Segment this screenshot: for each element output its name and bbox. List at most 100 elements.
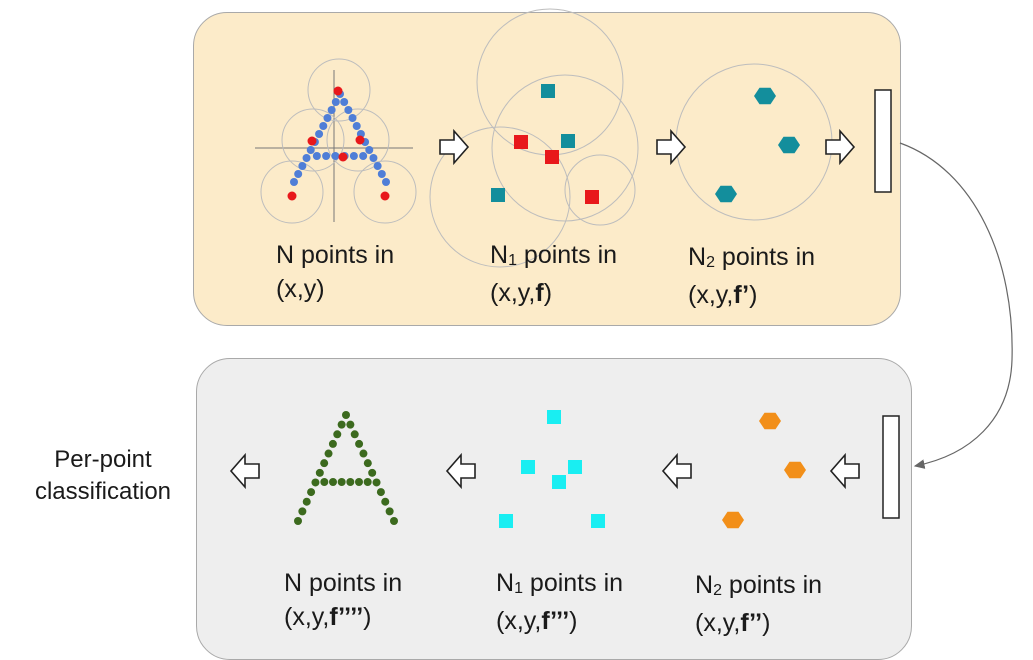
point-dot [365, 146, 374, 154]
point-hexagon [722, 511, 744, 529]
label-line: N2 points in [695, 571, 823, 599]
n1-squares [491, 84, 599, 204]
point-dot [298, 507, 307, 516]
decoder-panel [196, 358, 912, 660]
label-line: (x,y,f’’’’) [284, 603, 372, 631]
centroid-dot [287, 191, 297, 201]
decoder-n1-squares [499, 410, 605, 528]
input-points-label: N points in (x,y) [276, 238, 394, 306]
label-line: (x,y) [276, 275, 325, 303]
point-dot [372, 478, 381, 487]
point-dot [320, 478, 329, 486]
point-hexagon [778, 136, 800, 154]
point-square [561, 134, 575, 148]
n1-point-set [429, 8, 639, 268]
label-line: classification [34, 478, 172, 505]
point-dot [390, 517, 398, 525]
point-dot [349, 152, 358, 160]
point-dot [352, 122, 361, 130]
point-square [491, 188, 505, 202]
decoder-feature-bar [882, 415, 900, 519]
point-dot [306, 146, 315, 154]
encoder-panel [193, 12, 901, 326]
label-line: N points in [276, 241, 395, 269]
label-line: (x,y,f’’) [695, 609, 771, 637]
centroid-dot [338, 152, 348, 162]
forward-arrows [439, 128, 856, 166]
point-hexagon [784, 461, 806, 479]
point-dot [328, 439, 337, 448]
point-square [585, 190, 599, 204]
point-dot [319, 122, 328, 130]
point-square [547, 410, 561, 424]
centroid-dot [307, 136, 317, 146]
label-line: N1 points in [490, 241, 618, 269]
point-square [541, 84, 555, 98]
decoder-n2-hexagons [722, 412, 806, 529]
point-cloud-dots [290, 90, 390, 186]
centroid-dot [380, 191, 390, 201]
hollow-arrow [229, 452, 260, 490]
point-dot [346, 478, 355, 486]
point-dot [311, 478, 320, 487]
input-point-cloud [255, 58, 417, 224]
point-square [499, 514, 513, 528]
point-dot [363, 459, 372, 468]
point-hexagon [754, 87, 776, 105]
backward-arrows [229, 452, 860, 490]
global-feature-bar [874, 89, 892, 193]
point-dot [344, 106, 353, 114]
per-point-classification-label: Per-point classification [18, 444, 188, 508]
point-hexagon [715, 185, 737, 203]
point-dot [342, 411, 350, 419]
point-dot [294, 170, 303, 178]
hollow-arrow [445, 452, 476, 490]
point-dot [382, 178, 390, 186]
point-dot [320, 459, 329, 468]
point-dot [373, 162, 382, 170]
point-dot [363, 478, 372, 486]
point-square [514, 135, 528, 149]
point-dot [302, 154, 311, 162]
point-dot [302, 497, 311, 506]
hollow-arrow [825, 128, 856, 166]
point-dot [369, 154, 378, 162]
output-point-cloud [294, 411, 398, 525]
output-points-label: N points in (x,y,f’’’’) [284, 566, 402, 634]
label-line: (x,y,f) [490, 279, 553, 307]
centroid-dots [287, 86, 390, 201]
centroid-dot [355, 135, 365, 145]
point-dot [340, 98, 349, 106]
connector-arrow [899, 142, 1013, 469]
point-square [521, 460, 535, 474]
point-dot [346, 420, 355, 429]
point-dot [333, 430, 342, 439]
diagram-canvas [229, 8, 1013, 529]
label-line: (x,y,f’’’) [496, 607, 578, 635]
label-line: N points in [284, 569, 403, 597]
label-line: Per-point [54, 446, 152, 473]
point-square [591, 514, 605, 528]
point-dot [322, 152, 331, 160]
n2-points-label: N2 points in (x,y,f’) [688, 240, 815, 312]
hollow-arrow [439, 128, 470, 166]
point-hexagon [759, 412, 781, 430]
point-dot [355, 478, 364, 486]
point-dot [385, 507, 394, 516]
centroid-dot [333, 86, 343, 96]
point-dot [315, 130, 324, 138]
point-dot [350, 430, 359, 439]
n2-hexagons [715, 87, 800, 203]
point-dot [312, 152, 321, 160]
point-dot [298, 162, 307, 170]
point-dot [331, 152, 340, 160]
n1-grouping-circles [429, 8, 639, 268]
grouping-circles [260, 58, 417, 224]
label-line: N2 points in [688, 243, 816, 271]
point-dot [324, 449, 333, 458]
point-dot [307, 488, 316, 497]
point-dot [376, 488, 385, 497]
point-dot [359, 152, 368, 160]
point-dot [359, 449, 368, 458]
point-dot [294, 517, 302, 525]
